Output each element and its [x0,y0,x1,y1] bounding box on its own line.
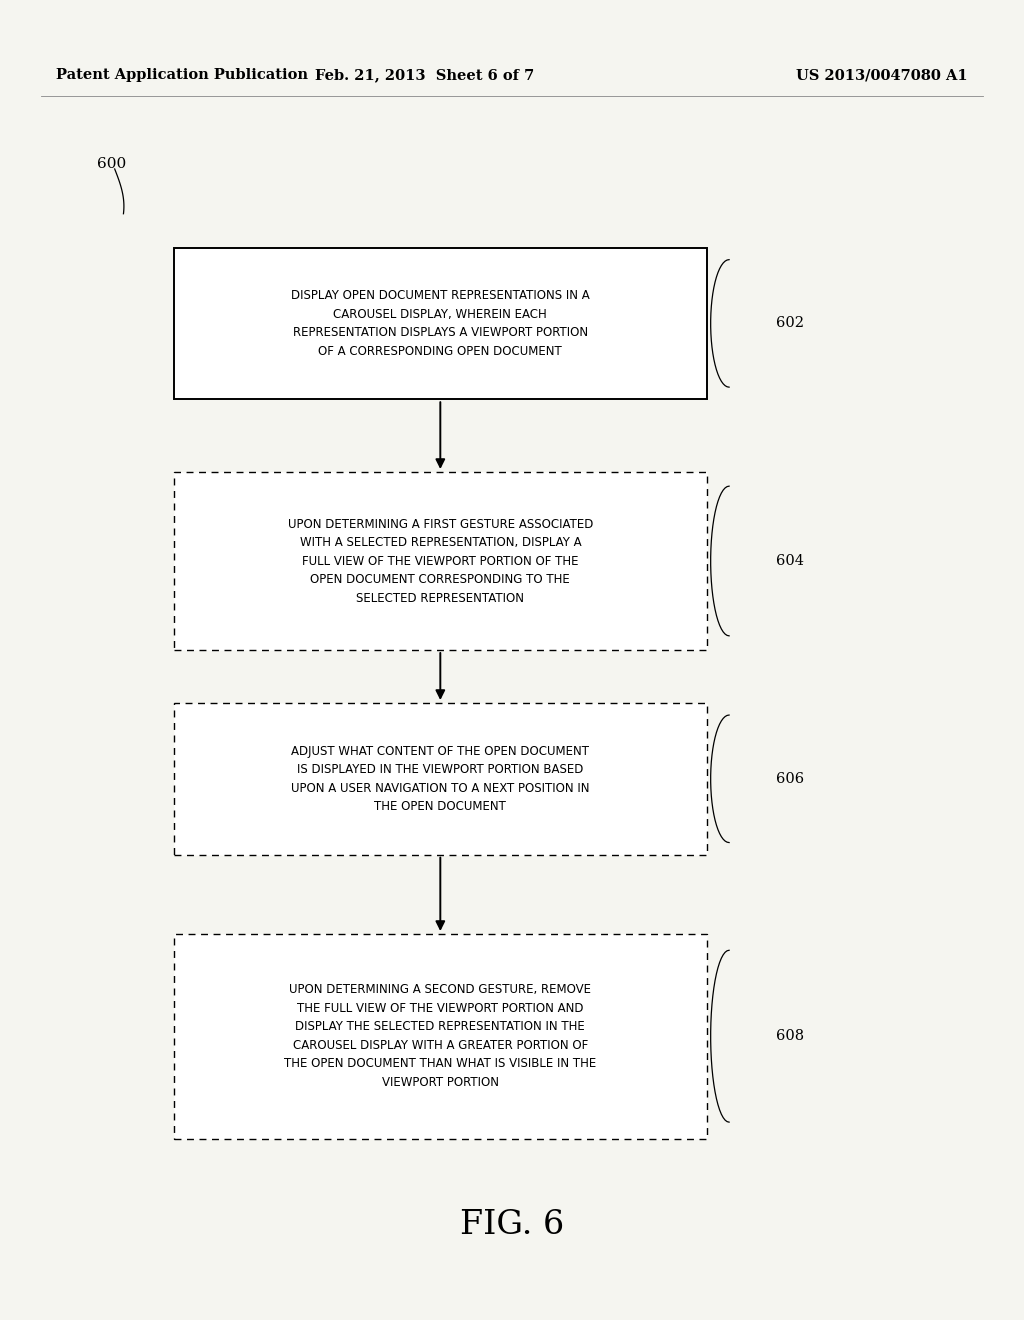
Text: DISPLAY OPEN DOCUMENT REPRESENTATIONS IN A
CAROUSEL DISPLAY, WHEREIN EACH
REPRES: DISPLAY OPEN DOCUMENT REPRESENTATIONS IN… [291,289,590,358]
Text: FIG. 6: FIG. 6 [460,1209,564,1241]
Text: Feb. 21, 2013  Sheet 6 of 7: Feb. 21, 2013 Sheet 6 of 7 [315,69,535,82]
FancyBboxPatch shape [174,248,707,399]
Text: UPON DETERMINING A SECOND GESTURE, REMOVE
THE FULL VIEW OF THE VIEWPORT PORTION : UPON DETERMINING A SECOND GESTURE, REMOV… [285,983,596,1089]
Text: UPON DETERMINING A FIRST GESTURE ASSOCIATED
WITH A SELECTED REPRESENTATION, DISP: UPON DETERMINING A FIRST GESTURE ASSOCIA… [288,517,593,605]
Text: 608: 608 [776,1030,804,1043]
Text: 600: 600 [97,157,127,170]
Text: 604: 604 [776,554,804,568]
FancyBboxPatch shape [174,473,707,651]
Text: US 2013/0047080 A1: US 2013/0047080 A1 [796,69,968,82]
Text: 602: 602 [776,317,804,330]
Text: Patent Application Publication: Patent Application Publication [56,69,308,82]
FancyBboxPatch shape [174,935,707,1138]
Text: ADJUST WHAT CONTENT OF THE OPEN DOCUMENT
IS DISPLAYED IN THE VIEWPORT PORTION BA: ADJUST WHAT CONTENT OF THE OPEN DOCUMENT… [291,744,590,813]
FancyBboxPatch shape [174,704,707,855]
Text: 606: 606 [776,772,804,785]
